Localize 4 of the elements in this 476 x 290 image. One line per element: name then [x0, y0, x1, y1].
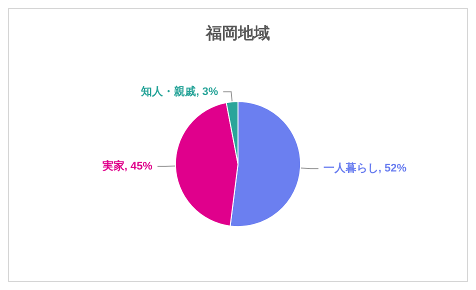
slice-label: 一人暮らし, 52%	[323, 162, 407, 175]
slice-label: 知人・親戚, 3%	[140, 84, 218, 98]
chart-title: 福岡地域	[205, 24, 270, 42]
slice-label: 実家, 45%	[101, 159, 153, 172]
